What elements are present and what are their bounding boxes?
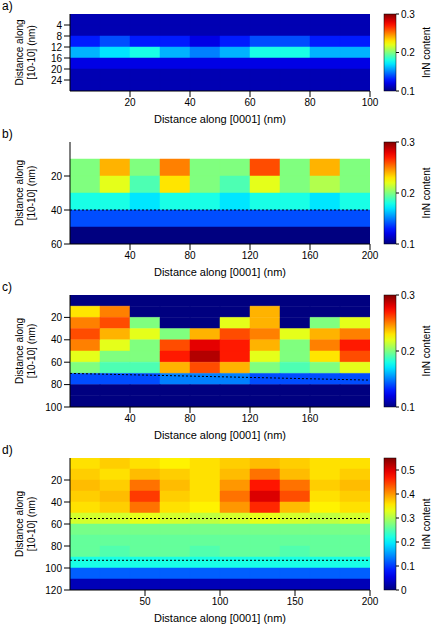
svg-text:160: 160 — [302, 250, 319, 261]
svg-text:80: 80 — [51, 541, 63, 552]
svg-text:16: 16 — [51, 53, 63, 64]
html-text:a): a) — [2, 0, 13, 13]
svg-text:50: 50 — [139, 596, 151, 607]
svg-text:20: 20 — [51, 171, 63, 182]
svg-text:60: 60 — [51, 239, 63, 250]
svg-text:InN content: InN content — [421, 167, 432, 218]
svg-text:4: 4 — [56, 20, 62, 31]
svg-text:60: 60 — [244, 97, 256, 108]
svg-text:0.2: 0.2 — [401, 537, 415, 548]
svg-text:200: 200 — [362, 250, 379, 261]
svg-text:80: 80 — [184, 413, 196, 424]
svg-text:80: 80 — [304, 97, 316, 108]
svg-text:0.2: 0.2 — [401, 47, 415, 58]
svg-text:Distance along[10-10] (nm): Distance along[10-10] (nm) — [14, 491, 37, 557]
svg-text:0: 0 — [401, 585, 407, 596]
svg-text:40: 40 — [51, 205, 63, 216]
svg-text:40: 40 — [124, 250, 136, 261]
svg-text:60: 60 — [51, 357, 63, 368]
svg-text:20: 20 — [51, 312, 63, 323]
svg-text:0.1: 0.1 — [401, 561, 415, 572]
svg-text:40: 40 — [124, 413, 136, 424]
svg-text:80: 80 — [184, 250, 196, 261]
svg-text:Distance along [0001] (nm): Distance along [0001] (nm) — [154, 612, 286, 624]
svg-text:20: 20 — [51, 475, 63, 486]
svg-text:150: 150 — [287, 596, 304, 607]
svg-text:Distance along [0001] (nm): Distance along [0001] (nm) — [154, 266, 286, 278]
svg-text:0.5: 0.5 — [401, 465, 415, 476]
svg-text:40: 40 — [51, 334, 63, 345]
svg-text:80: 80 — [51, 379, 63, 390]
svg-text:0.3: 0.3 — [401, 137, 415, 148]
svg-text:0.1: 0.1 — [401, 86, 415, 97]
svg-text:0.4: 0.4 — [401, 489, 415, 500]
svg-text:120: 120 — [242, 250, 259, 261]
html-text:c): c) — [2, 280, 12, 294]
svg-text:Distance along[10-10] (nm): Distance along[10-10] (nm) — [14, 160, 37, 226]
svg-text:InN content: InN content — [421, 325, 432, 376]
svg-text:40: 40 — [184, 97, 196, 108]
svg-text:0.1: 0.1 — [401, 239, 415, 250]
svg-text:100: 100 — [362, 97, 379, 108]
svg-text:Distance along[10-10] (nm): Distance along[10-10] (nm) — [14, 19, 37, 85]
html-text:d): d) — [2, 443, 13, 457]
svg-text:0.3: 0.3 — [401, 9, 415, 20]
svg-text:60: 60 — [51, 519, 63, 530]
svg-text:20: 20 — [51, 64, 63, 75]
svg-text:8: 8 — [56, 31, 62, 42]
svg-text:0.1: 0.1 — [401, 402, 415, 413]
svg-text:20: 20 — [124, 97, 136, 108]
svg-text:100: 100 — [45, 402, 62, 413]
svg-text:24: 24 — [51, 75, 63, 86]
svg-text:120: 120 — [45, 585, 62, 596]
svg-text:InN content: InN content — [421, 498, 432, 549]
svg-text:160: 160 — [302, 413, 319, 424]
svg-text:200: 200 — [362, 596, 379, 607]
svg-text:120: 120 — [242, 413, 259, 424]
svg-text:0.3: 0.3 — [401, 290, 415, 301]
svg-text:Distance along [0001] (nm): Distance along [0001] (nm) — [154, 113, 286, 125]
svg-text:100: 100 — [212, 596, 229, 607]
svg-text:100: 100 — [45, 563, 62, 574]
svg-text:12: 12 — [51, 42, 63, 53]
svg-text:Distance along [0001] (nm): Distance along [0001] (nm) — [154, 429, 286, 441]
svg-text:InN content: InN content — [421, 27, 432, 78]
svg-text:40: 40 — [51, 497, 63, 508]
svg-text:0.3: 0.3 — [401, 513, 415, 524]
svg-text:Distance along[10-10] (nm): Distance along[10-10] (nm) — [14, 318, 37, 384]
svg-text:0.2: 0.2 — [401, 346, 415, 357]
svg-text:0.2: 0.2 — [401, 188, 415, 199]
html-text:b): b) — [2, 127, 13, 141]
